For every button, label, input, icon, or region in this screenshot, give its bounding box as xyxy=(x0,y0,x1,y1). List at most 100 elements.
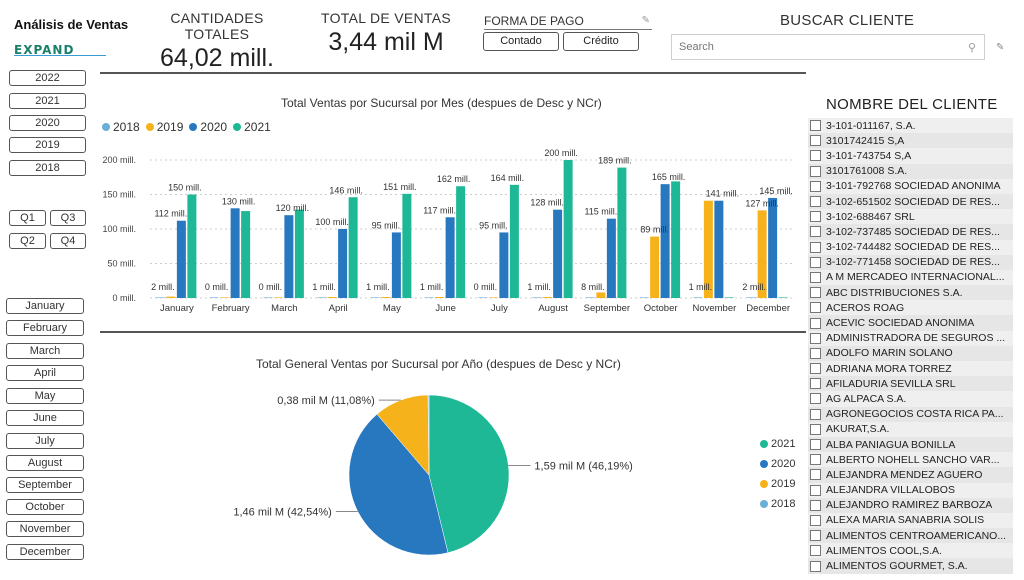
client-checkbox[interactable] xyxy=(810,408,821,420)
client-checkbox[interactable] xyxy=(810,560,821,572)
quarter-button-q1[interactable]: Q1 xyxy=(9,210,46,226)
client-row[interactable]: ALEJANDRA MENDEZ AGUERO xyxy=(808,467,1013,483)
legend-item-2019[interactable]: 2019 xyxy=(760,478,795,490)
legend-label: 2020 xyxy=(771,458,796,470)
quarter-button-q4[interactable]: Q4 xyxy=(50,233,86,249)
client-row[interactable]: ALEJANDRO RAMIREZ BARBOZA xyxy=(808,497,1013,513)
client-row[interactable]: ACEVIC SOCIEDAD ANONIMA xyxy=(808,315,1013,331)
client-row[interactable]: ADRIANA MORA TORREZ xyxy=(808,361,1013,377)
month-button-june[interactable]: June xyxy=(6,410,84,426)
month-button-october[interactable]: October xyxy=(6,499,84,515)
client-row[interactable]: 3101742415 S,A xyxy=(808,133,1013,149)
month-button-september[interactable]: September xyxy=(6,477,84,493)
month-button-november[interactable]: November xyxy=(6,521,84,537)
year-button-2022[interactable]: 2022 xyxy=(9,70,86,86)
client-checkbox[interactable] xyxy=(810,317,821,329)
client-row[interactable]: ALIMENTOS COOL,S.A. xyxy=(808,543,1013,559)
client-row[interactable]: 3-102-771458 SOCIEDAD DE RES... xyxy=(808,254,1013,270)
year-button-2018[interactable]: 2018 xyxy=(9,160,86,176)
month-button-february[interactable]: February xyxy=(6,320,84,336)
client-row[interactable]: ALIMENTOS GOURMET, S.A. xyxy=(808,558,1013,574)
client-checkbox[interactable] xyxy=(810,347,821,359)
client-checkbox[interactable] xyxy=(810,120,821,132)
search-icon[interactable]: ⚲ xyxy=(967,42,976,54)
client-row[interactable]: ADMINISTRADORA DE SEGUROS ... xyxy=(808,330,1013,346)
eraser-icon[interactable]: ✎ xyxy=(996,42,1005,53)
client-checkbox[interactable] xyxy=(810,241,821,253)
client-row[interactable]: 3-101-743754 S,A xyxy=(808,148,1013,164)
payment-credito-button[interactable]: Crédito xyxy=(563,32,639,51)
client-row[interactable]: 3-102-744482 SOCIEDAD DE RES... xyxy=(808,239,1013,255)
legend-item-2020[interactable]: 2020 xyxy=(189,120,227,134)
client-checkbox[interactable] xyxy=(810,271,821,283)
client-checkbox[interactable] xyxy=(810,530,821,542)
client-row[interactable]: ADOLFO MARIN SOLANO xyxy=(808,345,1013,361)
legend-item-2020[interactable]: 2020 xyxy=(760,458,795,470)
client-checkbox[interactable] xyxy=(810,454,821,466)
client-checkbox[interactable] xyxy=(810,332,821,344)
client-checkbox[interactable] xyxy=(810,499,821,511)
month-button-april[interactable]: April xyxy=(6,365,84,381)
pie-chart[interactable]: 1,59 mil M (46,19%) 1,46 mil M (42,54%) 0,… xyxy=(220,378,650,573)
client-row[interactable]: 3-101-792768 SOCIEDAD ANONIMA xyxy=(808,178,1013,194)
month-button-august[interactable]: August xyxy=(6,455,84,471)
month-button-january[interactable]: January xyxy=(6,298,84,314)
payment-contado-button[interactable]: Contado xyxy=(483,32,559,51)
client-checkbox[interactable] xyxy=(810,378,821,390)
client-row[interactable]: A M MERCADEO INTERNACIONAL... xyxy=(808,269,1013,286)
client-checkbox[interactable] xyxy=(810,180,821,192)
client-checkbox[interactable] xyxy=(810,514,821,526)
client-name: ALEXA MARIA SANABRIA SOLIS xyxy=(826,514,985,527)
client-row[interactable]: 3-102-688467 SRL xyxy=(808,209,1013,225)
client-checkbox[interactable] xyxy=(810,135,821,147)
client-row[interactable]: ACEROS ROAG xyxy=(808,300,1013,316)
client-checkbox[interactable] xyxy=(810,469,821,481)
client-checkbox[interactable] xyxy=(810,287,821,299)
client-checkbox[interactable] xyxy=(810,226,821,238)
client-row[interactable]: 3-101-011167, S.A. xyxy=(808,118,1013,134)
client-row[interactable]: 3-102-651502 SOCIEDAD DE RES... xyxy=(808,193,1013,210)
client-row[interactable]: AGRONEGOCIOS COSTA RICA PA... xyxy=(808,406,1013,422)
month-button-december[interactable]: December xyxy=(6,544,84,560)
client-checkbox[interactable] xyxy=(810,484,821,496)
client-checkbox[interactable] xyxy=(810,256,821,268)
legend-item-2021[interactable]: 2021 xyxy=(233,120,271,134)
search-input[interactable] xyxy=(672,35,952,59)
year-button-2019[interactable]: 2019 xyxy=(9,137,86,153)
eraser-icon[interactable]: ✎ xyxy=(641,15,650,26)
client-checkbox[interactable] xyxy=(810,423,821,435)
client-row[interactable]: ALEXA MARIA SANABRIA SOLIS xyxy=(808,512,1013,529)
client-row[interactable]: ALIMENTOS CENTROAMERICANO... xyxy=(808,528,1013,544)
client-row[interactable]: ABC DISTRIBUCIONES S.A. xyxy=(808,285,1013,301)
client-checkbox[interactable] xyxy=(810,363,821,375)
legend-item-2021[interactable]: 2021 xyxy=(760,438,795,450)
quarter-button-q3[interactable]: Q3 xyxy=(50,210,86,226)
legend-item-2019[interactable]: 2019 xyxy=(145,120,183,134)
client-row[interactable]: 3101761008 S.A. xyxy=(808,163,1013,179)
client-checkbox[interactable] xyxy=(810,165,821,177)
client-checkbox[interactable] xyxy=(810,211,821,223)
month-button-july[interactable]: July xyxy=(6,433,84,449)
data-label: 1 mill. xyxy=(689,282,713,292)
month-button-march[interactable]: March xyxy=(6,343,84,359)
client-checkbox[interactable] xyxy=(810,439,821,451)
client-checkbox[interactable] xyxy=(810,545,821,557)
client-row[interactable]: ALBERTO NOHELL SANCHO VAR... xyxy=(808,452,1013,468)
client-checkbox[interactable] xyxy=(810,393,821,405)
client-row[interactable]: ALBA PANIAGUA BONILLA xyxy=(808,436,1013,453)
client-row[interactable]: AFILADURIA SEVILLA SRL xyxy=(808,376,1013,392)
year-button-2020[interactable]: 2020 xyxy=(9,115,86,131)
month-button-may[interactable]: May xyxy=(6,388,84,404)
bar-chart[interactable]: 0 mill. 50 mill. 100 mill. 150 mill. 200 mil… xyxy=(95,140,800,320)
client-checkbox[interactable] xyxy=(810,302,821,314)
client-row[interactable]: ALEJANDRA VILLALOBOS xyxy=(808,482,1013,498)
year-button-2021[interactable]: 2021 xyxy=(9,93,86,109)
legend-item-2018[interactable]: 2018 xyxy=(760,498,795,510)
client-row[interactable]: 3-102-737485 SOCIEDAD DE RES... xyxy=(808,224,1013,240)
client-checkbox[interactable] xyxy=(810,150,821,162)
client-checkbox[interactable] xyxy=(810,196,821,208)
client-row[interactable]: AG ALPACA S.A. xyxy=(808,391,1013,407)
client-row[interactable]: AKURAT,S.A. xyxy=(808,421,1013,437)
quarter-button-q2[interactable]: Q2 xyxy=(9,233,46,249)
legend-item-2018[interactable]: 2018 xyxy=(102,120,140,134)
